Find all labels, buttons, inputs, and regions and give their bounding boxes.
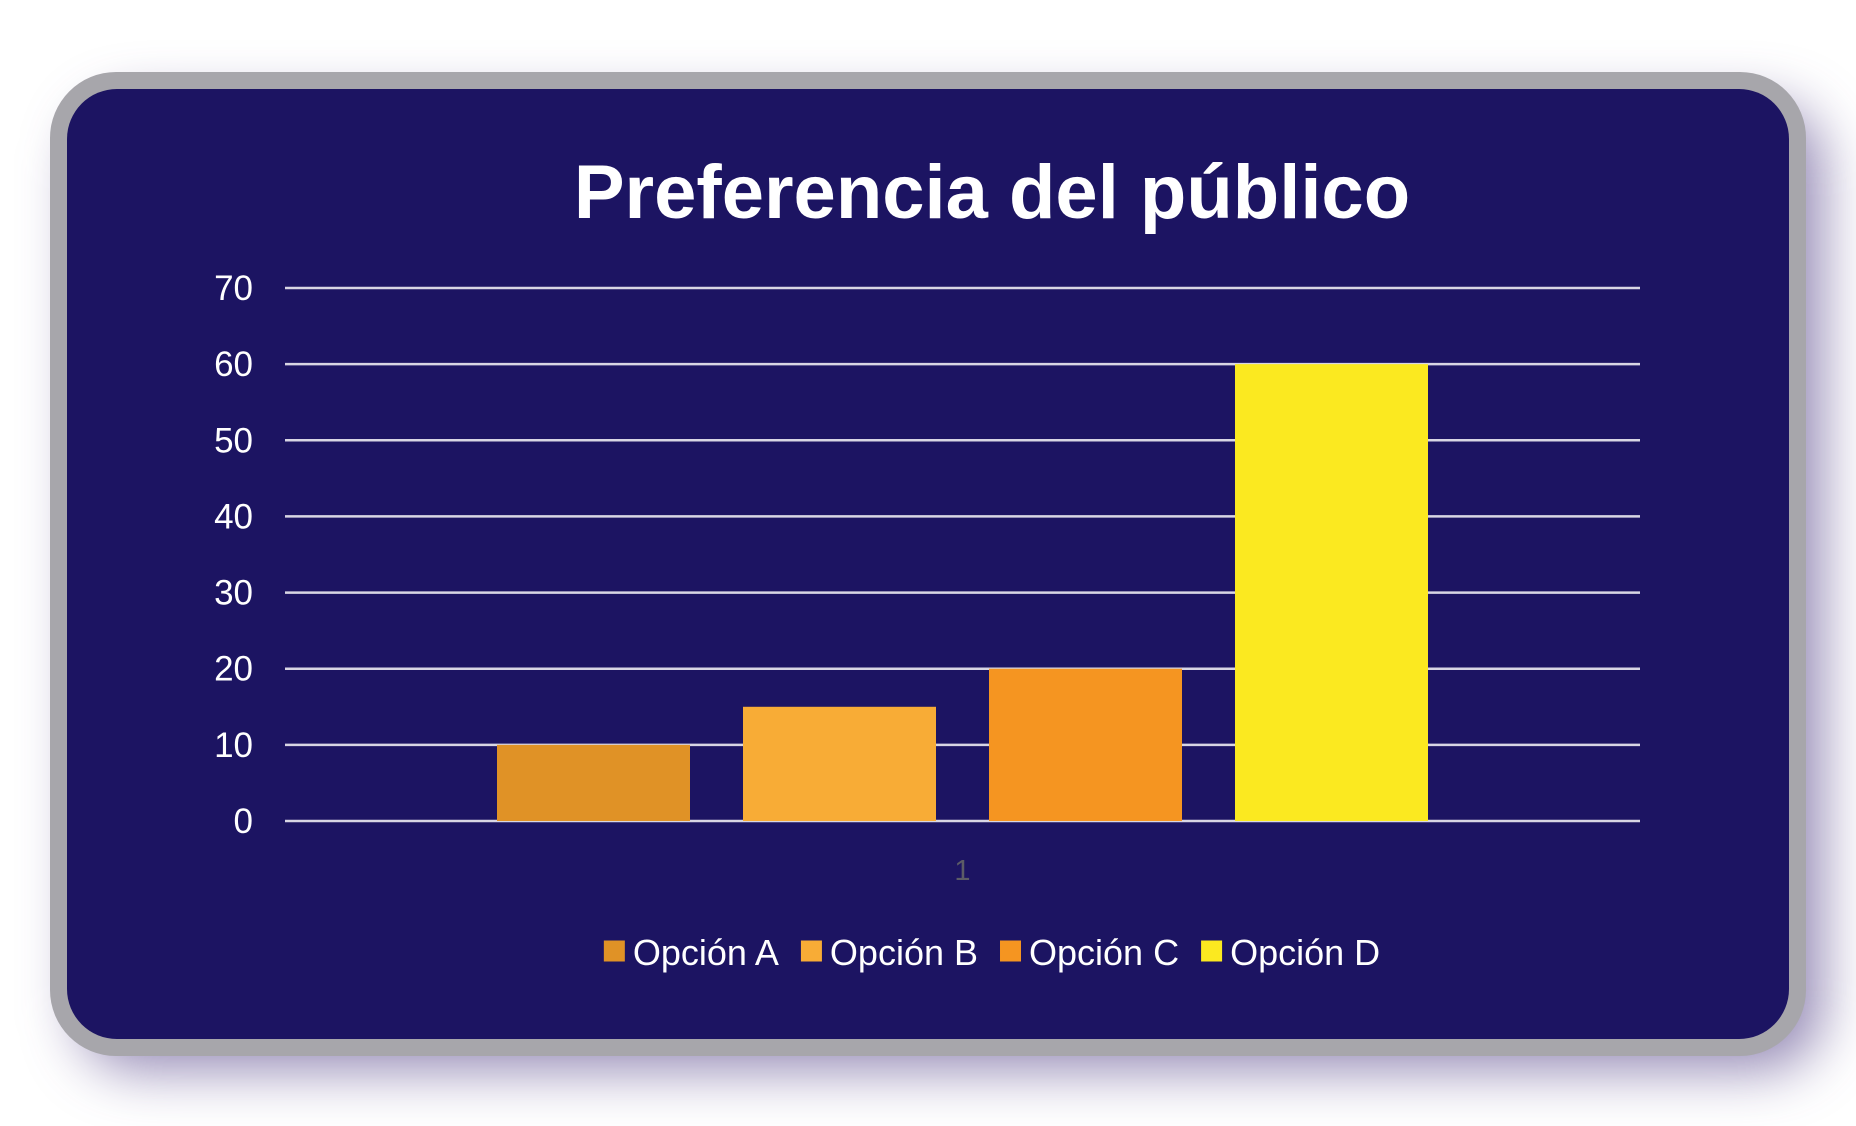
legend-label: Opción D: [1230, 932, 1380, 973]
bar-opci-n-a: [497, 744, 690, 821]
legend-item: Opción A: [603, 932, 779, 973]
bar-opci-n-d: [1235, 364, 1428, 821]
legend-swatch: [1201, 940, 1223, 962]
y-tick-label: 10: [214, 726, 253, 765]
bar-opci-n-c: [989, 668, 1182, 821]
y-tick-label: 30: [214, 574, 253, 613]
x-tick-label: 1: [954, 855, 970, 887]
bar-opci-n-b: [743, 706, 936, 821]
y-tick-label: 60: [214, 345, 253, 384]
bars: [497, 364, 1428, 821]
y-tick-label: 20: [214, 650, 253, 689]
legend-swatch: [1000, 940, 1022, 962]
chart-title: Preferencia del público: [574, 150, 1410, 235]
legend-swatch: [603, 940, 625, 962]
y-tick-label: 70: [214, 269, 253, 308]
legend-item: Opción D: [1201, 932, 1380, 973]
y-tick-label: 40: [214, 497, 253, 536]
y-axis-tick-labels: 0 10 20 30 40 50 60 70: [214, 269, 253, 841]
legend-item: Opción C: [1000, 932, 1179, 973]
y-tick-label: 0: [234, 802, 253, 841]
gridlines: [285, 286, 1640, 823]
legend-label: Opción B: [830, 932, 978, 973]
legend: Opción A Opción B Opción C Opción D: [603, 932, 1380, 973]
legend-label: Opción A: [633, 932, 779, 973]
legend-swatch: [800, 940, 822, 962]
legend-label: Opción C: [1029, 932, 1179, 973]
y-tick-label: 50: [214, 421, 253, 460]
legend-item: Opción B: [800, 932, 978, 973]
x-axis-tick-labels: 1: [954, 855, 970, 887]
chart-card: [67, 89, 1789, 1039]
